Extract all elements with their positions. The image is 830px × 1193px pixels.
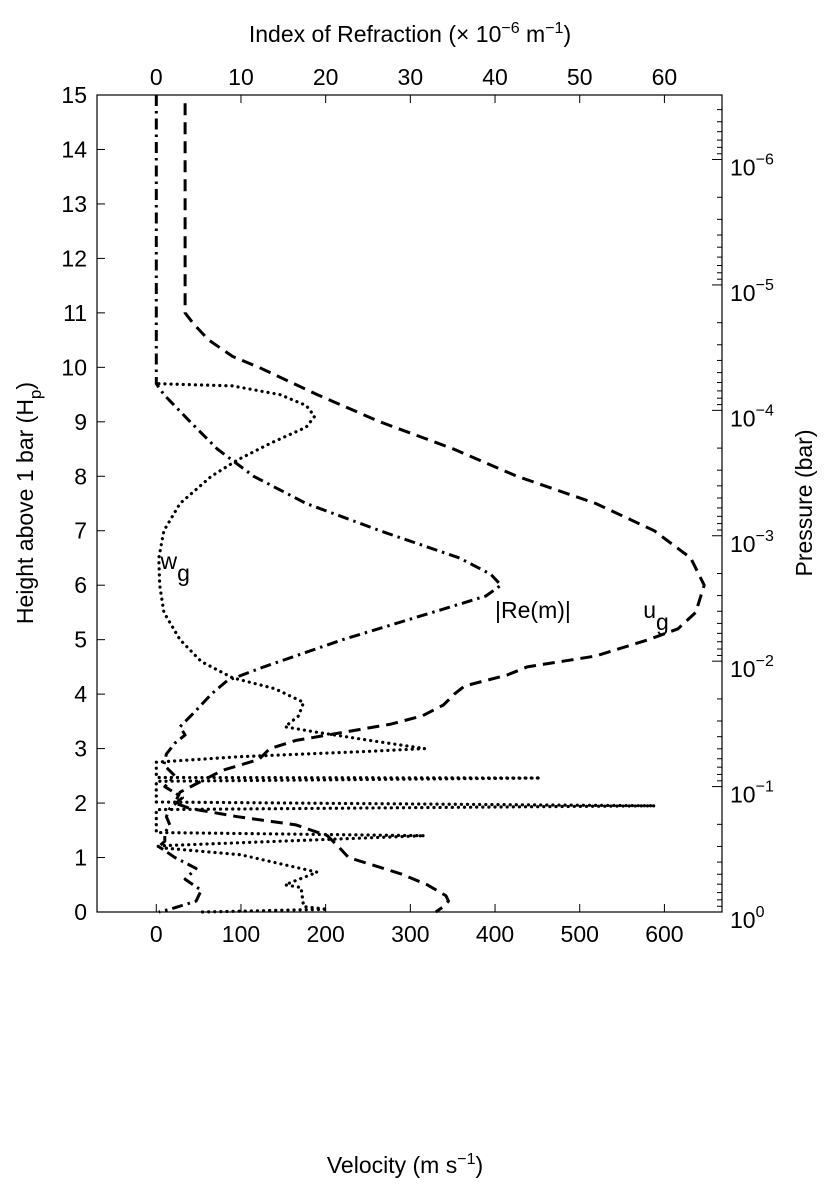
- left-tick-label: 1: [74, 845, 87, 871]
- right-tick-label: 10−3: [730, 528, 774, 557]
- right-tick-label: 10−5: [730, 277, 774, 306]
- left-tick-label: 3: [74, 736, 87, 762]
- left-tick-label: 2: [74, 790, 87, 816]
- bottom-tick-label: 300: [391, 921, 429, 947]
- left-tick-label: 4: [74, 681, 87, 707]
- left-tick-label: 5: [74, 627, 87, 653]
- bottom-tick-label: 0: [150, 921, 163, 947]
- top-tick-label: 10: [228, 64, 254, 90]
- left-tick-label: 8: [74, 463, 87, 489]
- right-tick-label: 10−4: [730, 402, 774, 431]
- series-label-u-g: ug: [643, 597, 669, 635]
- top-tick-label: 0: [150, 64, 163, 90]
- left-tick-label: 10: [61, 354, 87, 380]
- right-tick-label: 100: [730, 904, 765, 933]
- top-tick-label: 30: [398, 64, 424, 90]
- series-line-rem: [154, 95, 503, 914]
- left-tick-label: 7: [74, 518, 87, 544]
- bottom-tick-label: 100: [222, 921, 260, 947]
- right-tick-label: 10−1: [730, 779, 774, 808]
- top-tick-label: 60: [652, 64, 678, 90]
- left-tick-label: 15: [61, 82, 87, 108]
- top-axis-title: Index of Refraction (× 10−6 m−1): [249, 20, 571, 47]
- left-tick-label: 9: [74, 409, 87, 435]
- left-tick-label: 14: [61, 136, 87, 162]
- series-label-w-g: wg: [160, 548, 190, 586]
- bottom-tick-label: 200: [306, 921, 344, 947]
- bottom-tick-label: 400: [476, 921, 514, 947]
- top-tick-label: 20: [313, 64, 339, 90]
- left-axis-title: Height above 1 bar (Hp): [12, 382, 45, 624]
- plot-frame: [96, 94, 723, 913]
- series-labels: ug |Re(m)| wg: [160, 548, 669, 635]
- left-tick-label: 6: [74, 572, 87, 598]
- top-tick-label: 40: [482, 64, 508, 90]
- bottom-tick-label: 600: [645, 921, 683, 947]
- left-tick-label: 0: [74, 899, 87, 925]
- left-tick-label: 11: [63, 300, 87, 326]
- right-axis-title: Pressure (bar): [791, 430, 817, 577]
- bottom-tick-label: 500: [561, 921, 599, 947]
- series-label-rem: |Re(m)|: [495, 597, 571, 623]
- left-tick-label: 12: [61, 245, 87, 271]
- right-tick-label: 10−6: [730, 152, 774, 181]
- series-line-w-g: [154, 382, 657, 914]
- series-line-u-g: [173, 103, 706, 914]
- bottom-axis-title: Velocity (m s−1): [327, 1151, 483, 1178]
- series-group: [154, 95, 706, 914]
- right-tick-label: 10−2: [730, 653, 774, 682]
- top-tick-label: 50: [567, 64, 593, 90]
- left-tick-label: 13: [61, 191, 87, 217]
